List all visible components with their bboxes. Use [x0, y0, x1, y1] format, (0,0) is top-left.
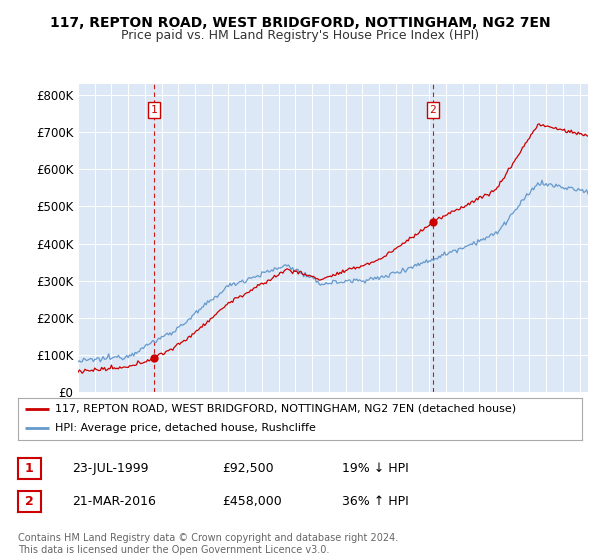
- Text: £92,500: £92,500: [222, 462, 274, 475]
- Text: 117, REPTON ROAD, WEST BRIDGFORD, NOTTINGHAM, NG2 7EN: 117, REPTON ROAD, WEST BRIDGFORD, NOTTIN…: [50, 16, 550, 30]
- Text: HPI: Average price, detached house, Rushcliffe: HPI: Average price, detached house, Rush…: [55, 423, 316, 433]
- Text: Contains HM Land Registry data © Crown copyright and database right 2024.
This d: Contains HM Land Registry data © Crown c…: [18, 533, 398, 555]
- Text: 21-MAR-2016: 21-MAR-2016: [72, 494, 156, 508]
- Text: 23-JUL-1999: 23-JUL-1999: [72, 462, 149, 475]
- Text: 117, REPTON ROAD, WEST BRIDGFORD, NOTTINGHAM, NG2 7EN (detached house): 117, REPTON ROAD, WEST BRIDGFORD, NOTTIN…: [55, 404, 516, 414]
- Text: Price paid vs. HM Land Registry's House Price Index (HPI): Price paid vs. HM Land Registry's House …: [121, 29, 479, 42]
- Text: 19% ↓ HPI: 19% ↓ HPI: [342, 462, 409, 475]
- Text: 36% ↑ HPI: 36% ↑ HPI: [342, 494, 409, 508]
- Text: 1: 1: [25, 462, 34, 475]
- Text: 1: 1: [151, 105, 157, 115]
- Text: 2: 2: [25, 494, 34, 508]
- Text: £458,000: £458,000: [222, 494, 282, 508]
- Text: 2: 2: [430, 105, 436, 115]
